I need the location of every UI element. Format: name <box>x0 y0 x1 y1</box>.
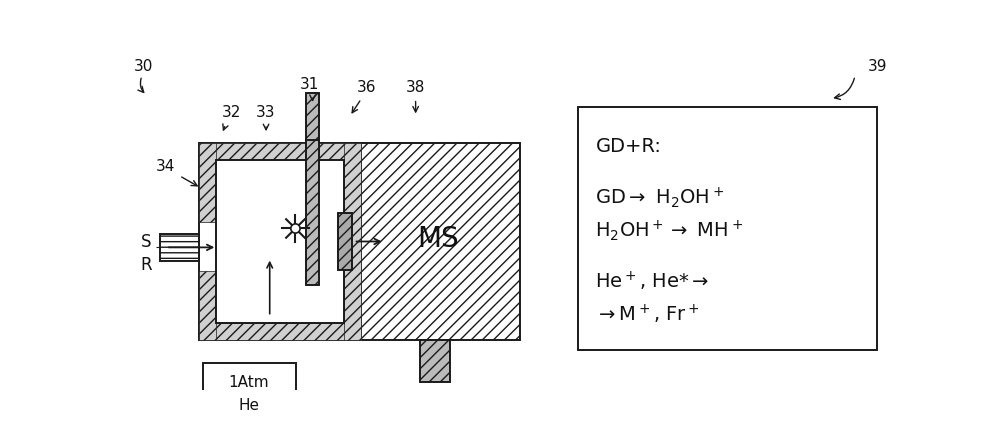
Bar <box>350 144 520 340</box>
Bar <box>338 213 352 271</box>
Text: 32: 32 <box>222 105 242 120</box>
Bar <box>199 144 216 223</box>
Text: 39: 39 <box>867 59 887 74</box>
Bar <box>344 144 361 340</box>
Text: $\rightarrow$M$^+$, Fr$^+$: $\rightarrow$M$^+$, Fr$^+$ <box>595 302 700 325</box>
Bar <box>216 161 344 323</box>
Text: 34: 34 <box>156 159 175 174</box>
Bar <box>199 144 361 340</box>
Bar <box>306 94 319 144</box>
Text: He: He <box>239 397 260 412</box>
Text: 36: 36 <box>357 80 377 95</box>
Text: 31: 31 <box>300 77 319 92</box>
Bar <box>199 323 361 340</box>
Text: 38: 38 <box>406 80 425 95</box>
Bar <box>306 141 319 285</box>
Bar <box>160 234 199 261</box>
Text: R: R <box>140 256 152 274</box>
Bar <box>199 144 361 161</box>
Text: MS: MS <box>418 224 459 252</box>
Bar <box>578 108 877 350</box>
Text: 1Atm: 1Atm <box>229 374 269 389</box>
Text: 33: 33 <box>256 105 276 120</box>
Text: H$_2$OH$^+$$\rightarrow$ MH$^+$: H$_2$OH$^+$$\rightarrow$ MH$^+$ <box>595 218 744 242</box>
Text: S: S <box>141 233 151 251</box>
Bar <box>199 271 216 340</box>
Text: GD$\rightarrow$ H$_2$OH$^+$: GD$\rightarrow$ H$_2$OH$^+$ <box>595 185 725 209</box>
Bar <box>202 363 296 420</box>
Text: GD+R:: GD+R: <box>595 137 661 156</box>
Bar <box>420 340 450 382</box>
Text: 30: 30 <box>134 59 154 74</box>
Text: He$^+$, He*$\rightarrow$: He$^+$, He*$\rightarrow$ <box>595 269 710 293</box>
